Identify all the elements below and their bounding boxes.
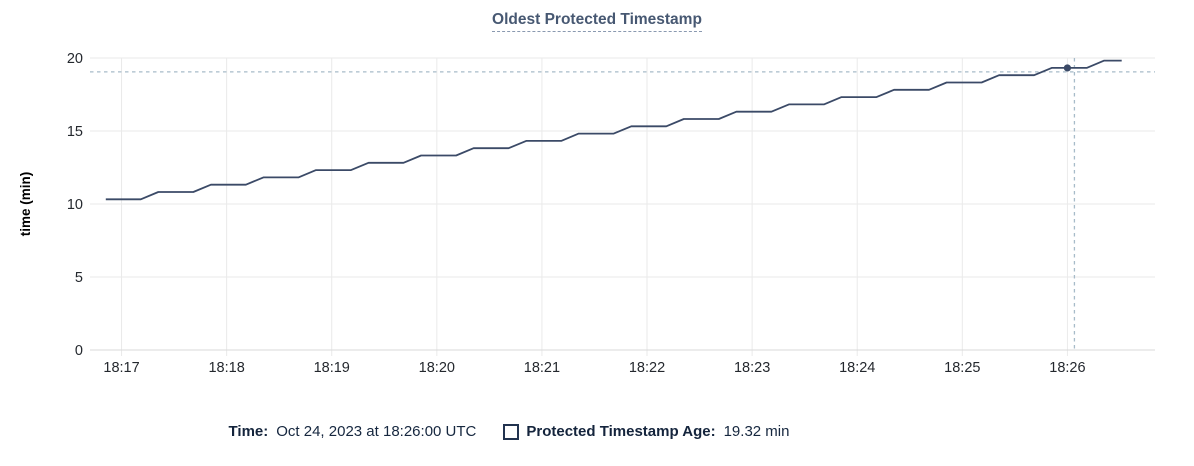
x-tick-label: 18:19 — [314, 360, 350, 376]
legend-series-value: 19.32 min — [723, 423, 790, 440]
x-tick-label: 18:23 — [734, 360, 770, 376]
x-tick-label: 18:22 — [629, 360, 665, 376]
line-chart-canvas[interactable]: 18:17 18:18 18:19 18:20 18:21 18:22 18:23 18:24… — [0, 40, 1194, 392]
series-line — [105, 59, 1122, 201]
x-tick-label: 18:20 — [419, 360, 455, 376]
legend-time-label: Time: — [228, 423, 269, 440]
x-tick-label: 18:25 — [944, 360, 980, 376]
series-checkbox-icon[interactable] — [503, 423, 520, 440]
x-tick-label: 18:24 — [839, 360, 875, 376]
x-tick-label: 18:18 — [208, 360, 244, 376]
legend-time-value: Oct 24, 2023 at 18:26:00 UTC — [276, 423, 477, 440]
x-tick-label: 18:17 — [103, 360, 139, 376]
hover-data-point[interactable] — [1063, 64, 1072, 72]
chart-legend: Time: Oct 24, 2023 at 18:26:00 UTC Prote… — [0, 423, 1106, 440]
y-tick-label: 0 — [75, 343, 83, 359]
x-tick-label: 18:26 — [1049, 360, 1085, 376]
chart-title[interactable]: Oldest Protected Timestamp — [492, 11, 702, 32]
y-tick-label: 5 — [75, 270, 83, 286]
y-tick-label: 20 — [67, 51, 83, 67]
x-tick-label: 18:21 — [524, 360, 560, 376]
chart-title-row: Oldest Protected Timestamp — [0, 0, 1194, 40]
legend-series-label: Protected Timestamp Age: — [526, 423, 716, 440]
y-axis-title: time (min) — [18, 172, 33, 237]
y-tick-label: 10 — [67, 197, 83, 213]
y-tick-label: 15 — [67, 124, 83, 140]
